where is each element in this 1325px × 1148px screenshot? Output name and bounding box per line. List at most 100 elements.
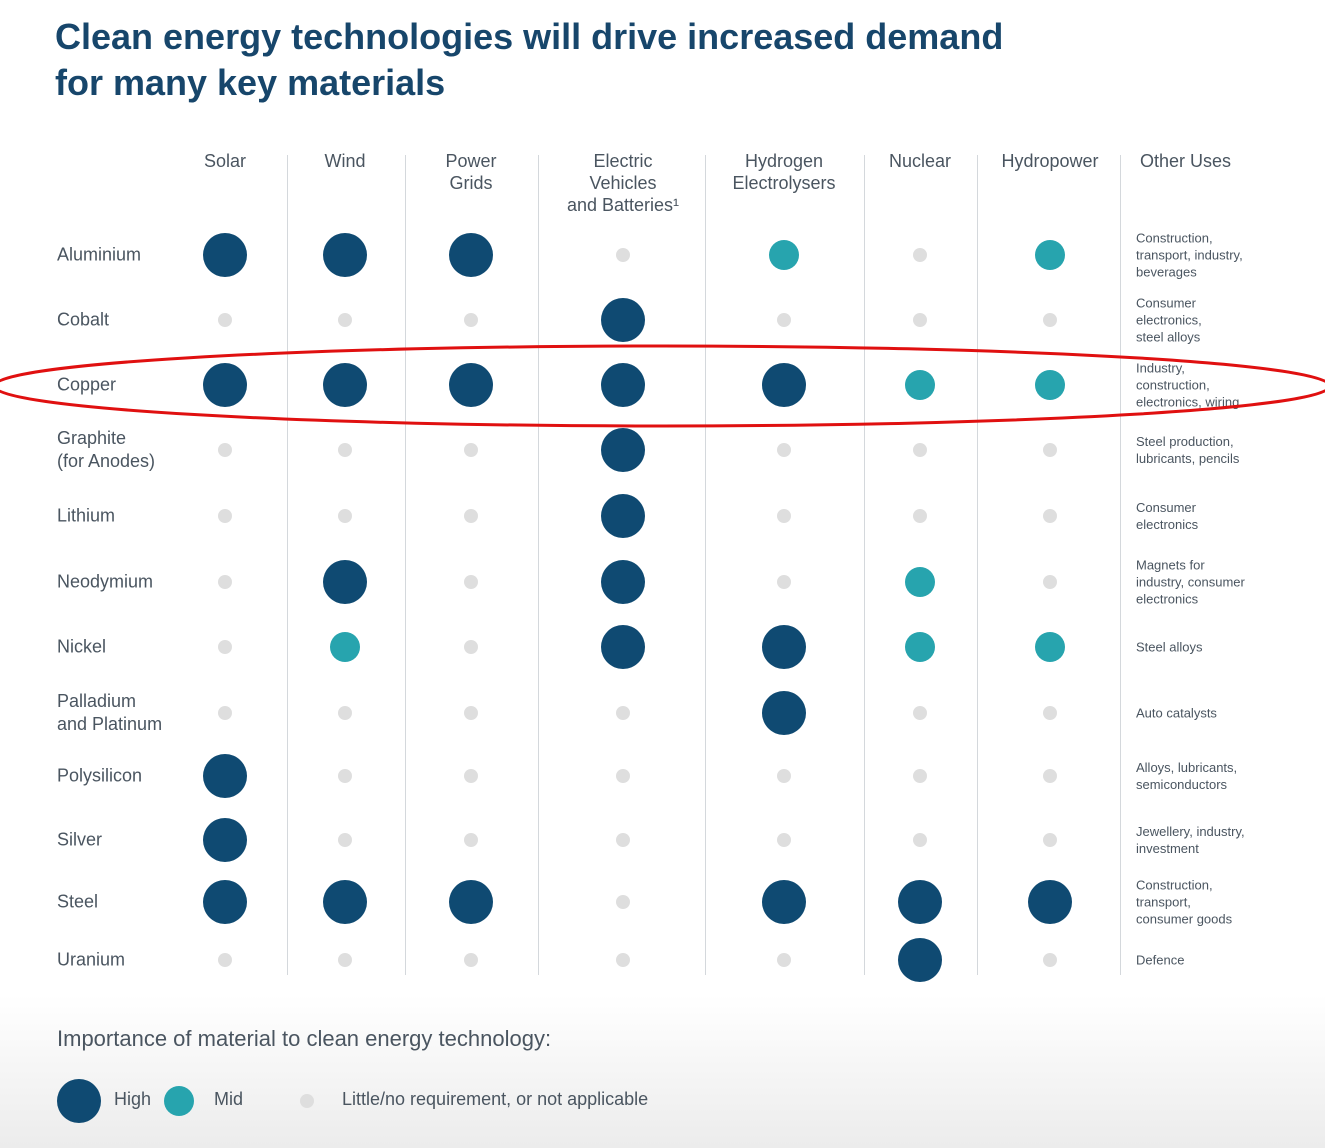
importance-dot xyxy=(1043,313,1057,327)
legend-band xyxy=(0,995,1325,1148)
importance-dot xyxy=(464,706,478,720)
importance-dot xyxy=(762,625,806,669)
other-uses: Steel alloys xyxy=(1136,639,1203,655)
legend-dot xyxy=(164,1086,194,1116)
column-separator xyxy=(705,155,706,975)
importance-dot xyxy=(323,560,367,604)
importance-dot xyxy=(338,833,352,847)
importance-dot xyxy=(1043,575,1057,589)
importance-dot xyxy=(203,818,247,862)
column-header: Hydrogen Electrolysers xyxy=(732,151,836,193)
column-separator xyxy=(405,155,406,975)
importance-dot xyxy=(777,575,791,589)
importance-dot xyxy=(905,632,935,662)
importance-dot xyxy=(1043,706,1057,720)
importance-dot xyxy=(464,313,478,327)
legend-title: Importance of material to clean energy t… xyxy=(57,1026,552,1051)
importance-dot xyxy=(218,953,232,967)
column-header: Nuclear xyxy=(888,151,952,171)
importance-dot xyxy=(777,313,791,327)
column-header: Hydropower xyxy=(1001,151,1099,171)
column-header: Wind xyxy=(324,151,366,171)
importance-dot xyxy=(601,494,645,538)
other-uses: Construction, transport, consumer goods xyxy=(1136,877,1233,927)
other-uses: Magnets for industry, consumer electroni… xyxy=(1136,557,1245,607)
column-separator xyxy=(1120,155,1121,975)
importance-dot xyxy=(601,298,645,342)
importance-dot xyxy=(1043,833,1057,847)
column-separator xyxy=(287,155,288,975)
material-label: Nickel xyxy=(57,636,107,657)
column-separator xyxy=(538,155,539,975)
column-header: Solar xyxy=(203,151,247,171)
importance-dot xyxy=(218,706,232,720)
importance-dot xyxy=(762,880,806,924)
importance-dot xyxy=(913,313,927,327)
importance-dot xyxy=(777,443,791,457)
importance-dot xyxy=(762,691,806,735)
importance-dot xyxy=(338,769,352,783)
importance-dot xyxy=(464,953,478,967)
material-label: Graphite (for Anodes) xyxy=(57,428,156,471)
importance-dot xyxy=(464,833,478,847)
importance-dot xyxy=(338,706,352,720)
legend-label: Mid xyxy=(214,1089,244,1109)
material-label: Aluminium xyxy=(57,244,142,265)
other-uses: Jewellery, industry, investment xyxy=(1136,824,1245,856)
importance-dot xyxy=(338,443,352,457)
importance-dot xyxy=(449,363,493,407)
importance-dot xyxy=(218,640,232,654)
other-uses: Consumer electronics xyxy=(1136,500,1199,532)
importance-dot xyxy=(449,233,493,277)
material-label: Steel xyxy=(57,891,99,912)
importance-dot xyxy=(616,833,630,847)
legend-dot xyxy=(300,1094,314,1108)
title: Clean energy technologies will drive inc… xyxy=(55,16,1004,103)
importance-dot xyxy=(601,428,645,472)
legend-label: Little/no requirement, or not applicable xyxy=(342,1089,649,1109)
importance-dot xyxy=(913,443,927,457)
importance-dot xyxy=(218,443,232,457)
material-label: Silver xyxy=(57,829,103,850)
importance-dot xyxy=(777,769,791,783)
material-label: Lithium xyxy=(57,505,116,526)
importance-dot xyxy=(464,509,478,523)
importance-dot xyxy=(769,240,799,270)
importance-dot xyxy=(203,233,247,277)
importance-dot xyxy=(323,363,367,407)
importance-dot xyxy=(601,625,645,669)
importance-dot xyxy=(218,313,232,327)
importance-dot xyxy=(464,575,478,589)
importance-dot xyxy=(913,769,927,783)
material-label: Neodymium xyxy=(57,571,154,592)
other-uses: Consumer electronics, steel alloys xyxy=(1136,295,1202,345)
importance-dot xyxy=(1035,370,1065,400)
other-uses: Steel production, lubricants, pencils xyxy=(1136,434,1240,466)
importance-dot xyxy=(1028,880,1072,924)
importance-dot xyxy=(777,509,791,523)
importance-dot xyxy=(905,567,935,597)
column-separator xyxy=(864,155,865,975)
legend-label: High xyxy=(114,1089,152,1109)
column-header: Power Grids xyxy=(445,151,497,193)
material-label: Palladium and Platinum xyxy=(57,691,163,734)
importance-dot xyxy=(338,953,352,967)
importance-dot xyxy=(616,953,630,967)
importance-dot xyxy=(203,880,247,924)
importance-dot xyxy=(762,363,806,407)
material-label: Copper xyxy=(57,374,117,395)
importance-dot xyxy=(616,769,630,783)
importance-dot xyxy=(1043,953,1057,967)
importance-dot xyxy=(218,575,232,589)
other-uses: Construction, transport, industry, bever… xyxy=(1136,230,1243,280)
legend-dot xyxy=(57,1079,101,1123)
column-header: Other Uses xyxy=(1140,151,1232,171)
importance-dot xyxy=(203,363,247,407)
importance-dot xyxy=(898,880,942,924)
importance-dot xyxy=(464,769,478,783)
highlight-ellipse xyxy=(0,344,1325,428)
importance-dot xyxy=(1043,509,1057,523)
importance-dot xyxy=(913,509,927,523)
other-uses: Defence xyxy=(1136,952,1185,968)
